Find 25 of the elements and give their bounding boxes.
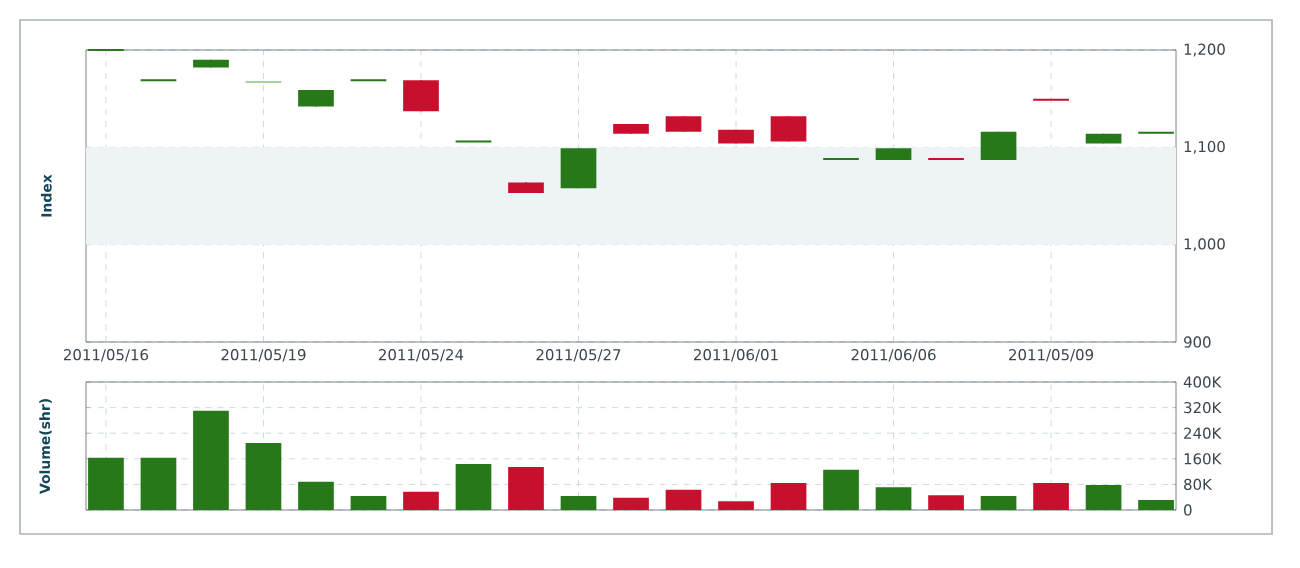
- bar: [455, 463, 492, 510]
- bar: [928, 495, 964, 510]
- bar: [508, 467, 544, 510]
- bar: [193, 410, 229, 510]
- bar: [665, 489, 702, 510]
- bar: [88, 457, 124, 510]
- bar: [245, 443, 282, 510]
- bar: [140, 457, 177, 510]
- bar: [718, 501, 754, 510]
- bar: [875, 487, 912, 510]
- bar: [350, 495, 387, 510]
- bar: [1138, 500, 1174, 510]
- bar: [1033, 483, 1069, 510]
- bar: [613, 497, 649, 510]
- bar: [1085, 485, 1122, 510]
- bar: [980, 495, 1017, 510]
- candlestick: [980, 130, 1017, 161]
- candlestick: [770, 115, 807, 143]
- candlestick: [560, 147, 597, 190]
- bar: [298, 481, 334, 510]
- bar: [403, 491, 439, 510]
- bar: [560, 495, 597, 510]
- bar: [823, 469, 859, 510]
- bar: [770, 483, 807, 510]
- candlestick: [403, 79, 439, 113]
